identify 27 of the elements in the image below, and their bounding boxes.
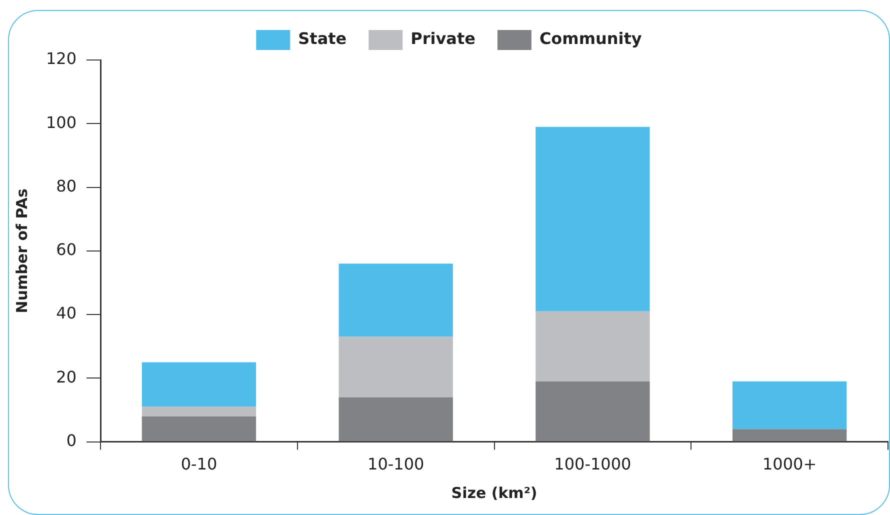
legend-label: Community	[539, 29, 642, 48]
y-axis-title: Number of PAs	[12, 188, 31, 314]
bar	[142, 406, 256, 416]
x-axis-title: Size (km²)	[451, 484, 538, 502]
legend-label: Private	[410, 29, 476, 48]
y-tick-label: 0	[66, 430, 77, 450]
y-tick-label: 60	[56, 240, 77, 260]
bar	[338, 264, 453, 337]
y-tick-label: 40	[56, 304, 77, 323]
legend-label: State	[298, 29, 347, 48]
y-tick-label: 100	[46, 112, 77, 132]
bar	[142, 416, 256, 442]
bar	[338, 336, 453, 398]
bar	[536, 311, 650, 382]
bar	[732, 381, 847, 430]
bar	[142, 362, 256, 407]
x-tick-label: 0-10	[180, 454, 218, 474]
bar	[536, 126, 650, 312]
x-tick-label: 1000+	[762, 454, 817, 474]
y-tick-label: 20	[56, 367, 77, 386]
y-tick-label: 80	[56, 176, 77, 196]
bar	[732, 429, 847, 442]
bar	[536, 381, 650, 442]
x-tick-label: 100-1000	[554, 454, 632, 474]
x-tick-label: 10-100	[368, 454, 424, 474]
y-tick-label: 120	[46, 49, 77, 68]
bar	[338, 397, 453, 442]
